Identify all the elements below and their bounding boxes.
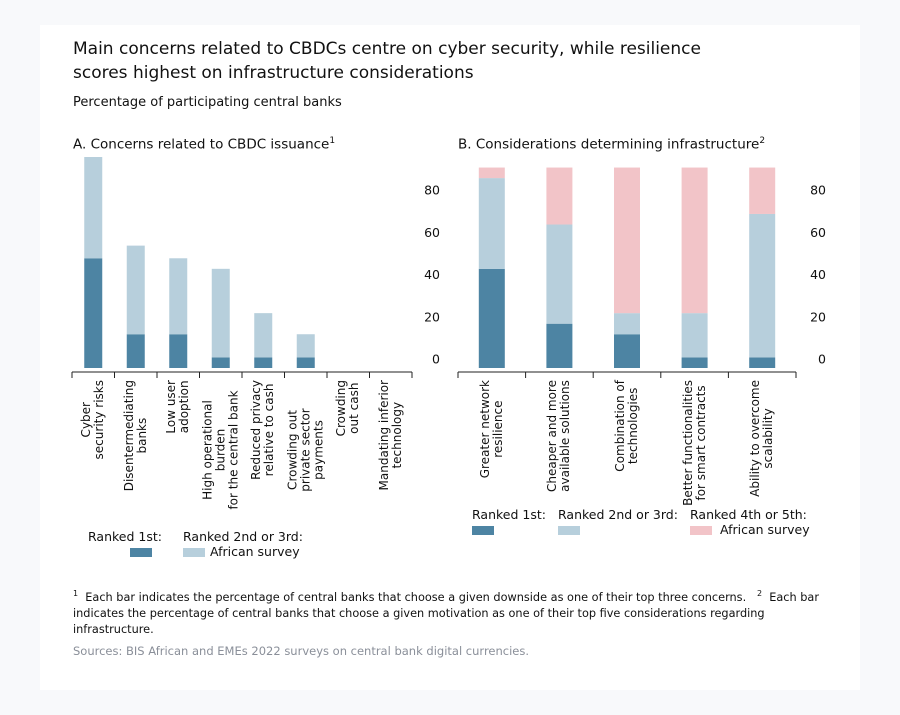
footnote-marker: 1 xyxy=(73,589,79,598)
x-tick-label-text: Combination of technologies xyxy=(613,380,640,472)
y-tick-label: 60 xyxy=(810,225,826,240)
x-tick-label: Greater network resilience xyxy=(477,380,505,520)
x-tick-label-text: Disentermediating banks xyxy=(121,380,149,492)
y-tick-label: 40 xyxy=(810,267,826,282)
x-tick-label: Crowding out cash xyxy=(334,380,362,520)
footnote-text: Each bar indicates the percentage of cen… xyxy=(73,590,819,636)
y-tick-label: 80 xyxy=(810,183,826,198)
x-tick-label: Disentermediating banks xyxy=(121,380,149,520)
bar-segment xyxy=(681,313,708,358)
legend-label: Ranked 4th or 5th: xyxy=(690,507,807,522)
bar-segment xyxy=(546,323,573,368)
x-tick-label-text: Cyber security risks xyxy=(79,380,107,460)
footnote-ref: 1 xyxy=(329,136,336,146)
subtitle: Percentage of participating central bank… xyxy=(73,95,342,110)
y-tick-label: 20 xyxy=(810,309,826,324)
legend-label: Ranked 2nd or 3rd: xyxy=(558,507,678,522)
y-tick-label: 80 xyxy=(424,183,440,198)
bar-segment xyxy=(126,245,145,335)
x-tick-label-text: Mandating inferior technology xyxy=(376,380,404,491)
x-tick-label: High operational burden for the central … xyxy=(200,380,241,520)
x-tick-label-text: Low user adoption xyxy=(164,380,192,434)
x-tick-label-text: Better functionalities for smart contrac… xyxy=(680,380,708,506)
panel-title-text: B. Considerations determining infrastruc… xyxy=(458,136,760,153)
x-tick-label: Mandating inferior technology xyxy=(376,380,404,520)
y-tick-label: 0 xyxy=(432,352,440,367)
x-tick-label-text: Crowding out cash xyxy=(334,380,362,437)
bar-segment xyxy=(254,313,273,358)
bar-segment xyxy=(169,334,188,368)
footnote-ref: 2 xyxy=(759,136,766,146)
x-tick-label-text: Reduced privacy relative to cash xyxy=(249,380,277,480)
legend-label: Ranked 1st: xyxy=(472,507,546,522)
x-tick-label: Low user adoption xyxy=(164,380,192,520)
x-tick-label: Cheaper and more available solutions xyxy=(545,380,573,520)
bar-segment xyxy=(749,357,776,368)
panel-title: B. Considerations determining infrastruc… xyxy=(458,136,765,153)
x-tick-label-text: Greater network resilience xyxy=(477,380,505,479)
panel-title-text: A. Concerns related to CBDC issuance xyxy=(73,136,330,153)
bar-segment xyxy=(211,357,230,368)
x-tick-label-text: Ability to overcome scalability xyxy=(748,380,776,497)
footnote-marker: 2 xyxy=(756,589,763,598)
legend-note: African survey xyxy=(210,544,300,559)
y-tick-label: 60 xyxy=(424,225,440,240)
bar-segment xyxy=(169,258,188,335)
bar-segment xyxy=(681,167,708,314)
legend-swatch xyxy=(130,548,152,557)
legend-swatch xyxy=(472,526,494,535)
bar-segment xyxy=(211,268,230,358)
y-tick-label: 40 xyxy=(424,267,440,282)
x-tick-label: Cyber security risks xyxy=(79,380,107,520)
bar-segment xyxy=(614,313,640,335)
bar-segment xyxy=(681,357,708,368)
legend-swatch xyxy=(183,548,205,557)
footnotes: 1 Each bar indicates the percentage of c… xyxy=(73,586,843,638)
bar-segment xyxy=(614,167,640,314)
x-tick-label: Reduced privacy relative to cash xyxy=(249,380,277,520)
bar-segment xyxy=(478,178,505,269)
y-tick-label: 20 xyxy=(424,309,440,324)
bar-segment xyxy=(546,167,573,225)
source: Sources: BIS African and EMEs 2022 surve… xyxy=(73,644,530,658)
bar-segment xyxy=(749,167,776,214)
x-tick-label: Crowding out private sector payments xyxy=(285,380,326,520)
x-tick-label-text: Cheaper and more available solutions xyxy=(545,380,573,492)
bar-segment xyxy=(254,357,273,368)
title: Main concerns related to CBDCs centre on… xyxy=(73,39,701,83)
x-tick-label: Ability to overcome scalability xyxy=(748,380,776,520)
legend-note: African survey xyxy=(720,522,810,537)
bar-segment xyxy=(546,224,573,324)
bar-segment xyxy=(296,357,315,368)
legend-label: Ranked 1st: xyxy=(88,529,162,544)
bar-segment xyxy=(126,334,145,368)
legend-swatch xyxy=(690,526,712,535)
panel-title: A. Concerns related to CBDC issuance1 xyxy=(73,136,335,153)
bar-segment xyxy=(84,258,103,368)
bar-segment xyxy=(614,334,640,368)
x-tick-label-text: High operational burden for the central … xyxy=(200,390,241,510)
y-tick-label: 0 xyxy=(818,352,826,367)
bar-segment xyxy=(478,268,505,368)
x-tick-label: Combination of technologies xyxy=(613,380,640,520)
bar-segment xyxy=(478,167,505,179)
bar-segment xyxy=(749,213,776,358)
legend-swatch xyxy=(558,526,580,535)
footnote-text: Each bar indicates the percentage of cen… xyxy=(85,590,747,604)
bar-segment xyxy=(84,157,103,259)
x-tick-label-text: Crowding out private sector payments xyxy=(285,408,326,492)
x-tick-label: Better functionalities for smart contrac… xyxy=(680,380,708,520)
legend-label: Ranked 2nd or 3rd: xyxy=(183,529,303,544)
bar-segment xyxy=(296,334,315,358)
